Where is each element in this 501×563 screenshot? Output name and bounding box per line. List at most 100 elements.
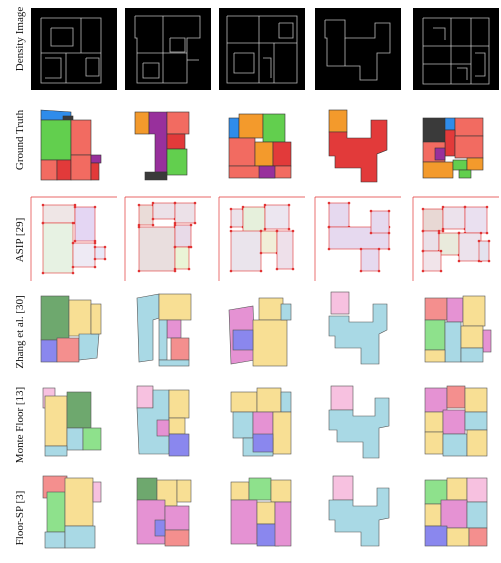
- asip-corner: [93, 257, 97, 261]
- room: [464, 411, 488, 431]
- asip-corner: [439, 269, 443, 273]
- asip-corner: [439, 249, 443, 253]
- density-wall: [50, 27, 74, 47]
- asip-corner: [71, 241, 75, 245]
- asip-result-1: [30, 196, 117, 281]
- room: [158, 319, 168, 361]
- asip-room: [138, 204, 154, 226]
- room: [446, 477, 468, 501]
- room: [70, 154, 92, 181]
- room: [434, 147, 446, 161]
- room: [230, 391, 258, 413]
- asip-corner: [187, 245, 191, 249]
- room: [154, 519, 166, 537]
- ground-truth-1: [40, 109, 102, 181]
- room: [424, 387, 448, 413]
- asip-corner: [73, 239, 77, 243]
- asip-result-2: [124, 196, 211, 281]
- room: [424, 297, 448, 321]
- room: [444, 117, 456, 131]
- asip-corner: [151, 217, 155, 221]
- asip-corner: [137, 203, 141, 207]
- asip-room: [276, 230, 294, 270]
- density-wall: [85, 57, 100, 77]
- room: [66, 427, 84, 451]
- asip-corner: [441, 227, 445, 231]
- room: [332, 475, 354, 501]
- asip-corner: [229, 207, 233, 211]
- room: [272, 411, 292, 455]
- density-wall: [134, 15, 201, 84]
- asip-corner: [287, 203, 291, 207]
- density-wall: [433, 27, 446, 40]
- density-background: [219, 8, 305, 90]
- asip-corner: [173, 245, 177, 249]
- room: [442, 433, 468, 457]
- room: [166, 148, 188, 176]
- room: [444, 129, 456, 157]
- room: [444, 321, 462, 363]
- density-image-5: [413, 8, 499, 90]
- room: [328, 303, 388, 365]
- asip-corner: [173, 223, 177, 227]
- asip-corner: [347, 201, 351, 205]
- asip-corner: [71, 221, 75, 225]
- room: [136, 385, 154, 409]
- asip-room: [42, 204, 76, 224]
- room: [466, 501, 488, 529]
- asip-corner: [187, 267, 191, 271]
- room: [424, 431, 444, 455]
- density-image-1: [31, 8, 117, 90]
- asip-corner: [241, 205, 245, 209]
- asip-corner: [137, 225, 141, 229]
- asip-room: [174, 224, 192, 248]
- asip-corner: [173, 221, 177, 225]
- room: [482, 329, 492, 353]
- room: [466, 429, 488, 457]
- asip-corner: [137, 269, 141, 273]
- asip-corner: [193, 201, 197, 205]
- room: [446, 527, 470, 547]
- room: [158, 359, 190, 367]
- room: [422, 161, 454, 179]
- room: [452, 159, 468, 171]
- room: [148, 111, 168, 173]
- room: [258, 165, 276, 179]
- asip-corner: [327, 247, 331, 251]
- asip-corner: [457, 231, 461, 235]
- asip-corner: [477, 259, 481, 263]
- density-wall: [142, 62, 160, 79]
- asip-corner: [229, 269, 233, 273]
- zhang-result-2: [136, 293, 192, 367]
- asip-corner: [477, 239, 481, 243]
- asip-corner: [421, 207, 425, 211]
- asip-corner: [441, 229, 445, 233]
- asip-corner: [377, 247, 381, 251]
- floor-sp-result-1: [42, 475, 102, 549]
- row-label-monte-floor: Monte Floor [13]: [14, 386, 26, 464]
- asip-corner: [387, 231, 391, 235]
- room: [56, 159, 72, 181]
- asip-corner: [103, 257, 107, 261]
- asip-corner: [263, 227, 267, 231]
- asip-corner: [71, 271, 75, 275]
- density-background: [31, 8, 117, 90]
- asip-corner: [93, 241, 97, 245]
- room: [82, 427, 102, 451]
- room: [238, 113, 264, 139]
- density-wall: [45, 57, 62, 79]
- asip-corner: [327, 201, 331, 205]
- asip-corner: [193, 221, 197, 225]
- asip-room: [464, 206, 488, 234]
- room: [66, 391, 92, 429]
- asip-corner: [437, 231, 441, 235]
- asip-room: [152, 202, 176, 220]
- asip-corner: [421, 269, 425, 273]
- asip-room: [360, 248, 380, 272]
- asip-corner: [151, 223, 155, 227]
- room: [262, 113, 286, 143]
- room: [252, 433, 274, 453]
- room: [422, 117, 446, 143]
- asip-room: [94, 246, 106, 260]
- room: [136, 293, 160, 363]
